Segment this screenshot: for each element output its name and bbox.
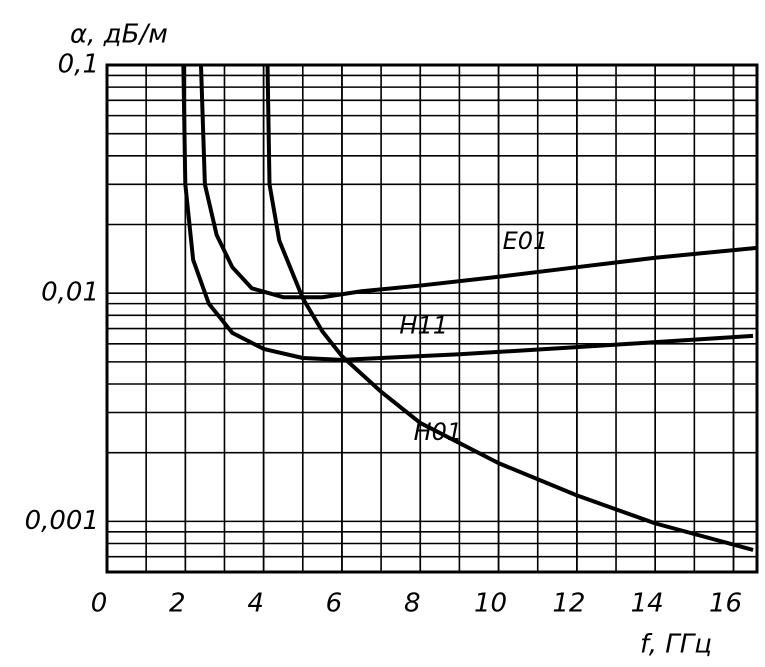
x-tick-label: 4 [247,589,264,619]
x-tick-label: 16 [709,589,742,619]
x-tick-label: 8 [404,589,421,619]
curve [181,64,754,362]
x-tick-label: 12 [552,589,585,619]
curve [198,64,758,300]
x-tick-label: 0 [91,589,108,619]
plot-frame [105,63,759,574]
curve-label: H01 [414,418,463,446]
y-tick-label: 0,01 [41,278,99,308]
x-tick-label: 14 [631,589,664,619]
curve [265,64,754,552]
x-tick-label: 2 [169,589,186,619]
x-tick-label: 10 [474,589,507,619]
x-tick-label: 6 [326,589,343,619]
curve-label: E01 [503,227,549,255]
curve-label: H11 [399,311,448,339]
y-tick-label: 0,1 [58,50,99,80]
y-axis-label: α, дБ/м [70,20,168,50]
x-axis-label: f, ГГц [640,630,712,660]
y-tick-label: 0,001 [25,506,99,536]
